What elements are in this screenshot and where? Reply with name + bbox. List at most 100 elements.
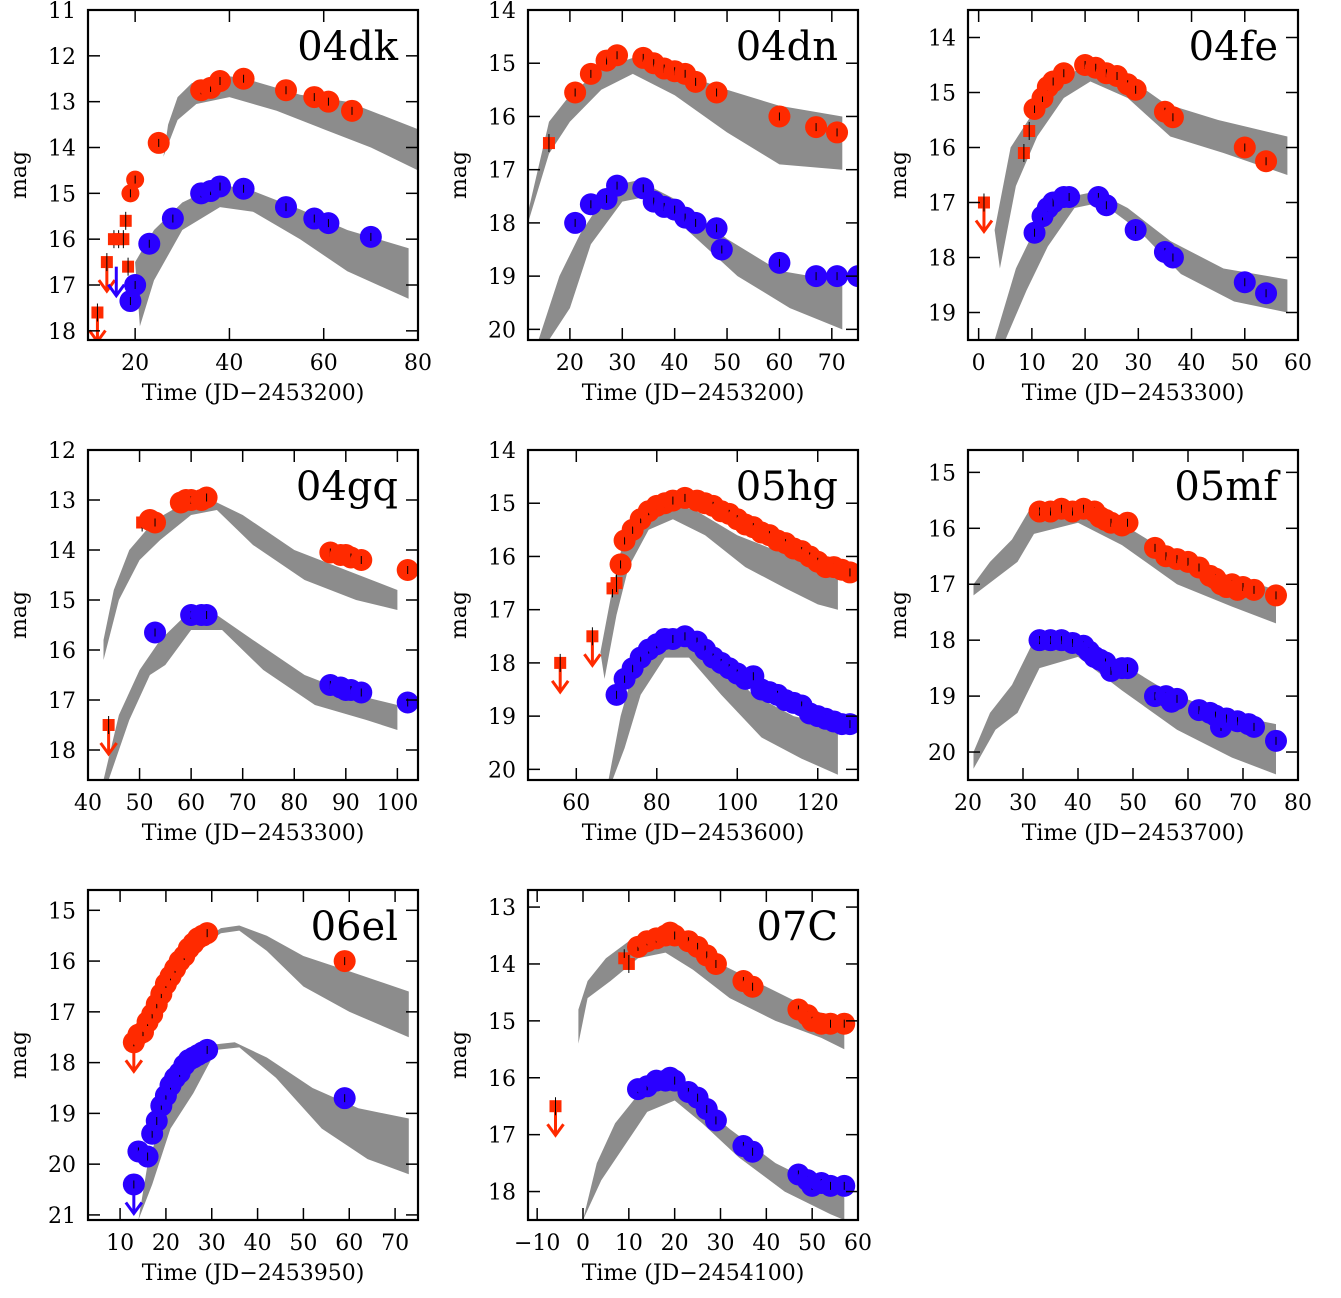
y-tick-label: 13 [488, 896, 516, 921]
b-model-band [608, 636, 838, 780]
y-tick-label: 16 [48, 639, 76, 664]
panel-title: 04fe [1189, 24, 1278, 70]
r-model-band [202, 925, 409, 1038]
y-tick-label: 19 [928, 685, 956, 710]
x-tick-label: 10 [615, 1231, 643, 1256]
y-tick-label: 18 [48, 739, 76, 764]
panel-title: 05hg [736, 464, 838, 510]
x-tick-label: 80 [280, 791, 308, 816]
y-tick-label: 15 [48, 899, 76, 924]
x-axis-label: Time (JD−2453600) [582, 821, 805, 846]
y-tick-label: 14 [488, 953, 516, 978]
x-tick-label: 20 [121, 351, 149, 376]
x-tick-label: 60 [562, 791, 590, 816]
x-tick-label: 50 [713, 351, 741, 376]
y-tick-label: 16 [488, 1067, 516, 1092]
x-tick-label: 100 [716, 791, 758, 816]
y-tick-label: 17 [928, 573, 956, 598]
x-tick-label: 10 [1018, 351, 1046, 376]
x-tick-label: 30 [1009, 791, 1037, 816]
x-tick-label: 60 [1174, 791, 1202, 816]
r-point [838, 561, 858, 584]
x-tick-label: 20 [152, 1231, 180, 1256]
y-tick-label: 18 [488, 1181, 516, 1206]
x-tick-label: 20 [661, 1231, 689, 1256]
y-tick-label: 14 [928, 27, 956, 52]
x-tick-label: 80 [404, 351, 432, 376]
y-axis-label: mag [7, 151, 32, 199]
x-tick-label: 50 [798, 1231, 826, 1256]
y-axis-label: mag [887, 151, 912, 199]
x-tick-label: −10 [514, 1231, 560, 1256]
y-tick-label: 16 [928, 137, 956, 162]
b-upper-limit-arrow [107, 266, 126, 299]
x-tick-label: 90 [332, 791, 360, 816]
x-tick-label: 40 [1064, 791, 1092, 816]
r-model-band [994, 65, 1288, 269]
panel-title: 05mf [1174, 464, 1281, 510]
y-tick-label: 15 [928, 461, 956, 486]
axes-frame [966, 8, 1300, 342]
b-model-band [138, 1042, 409, 1220]
y-axis-label: mag [7, 1031, 32, 1079]
x-tick-label: 70 [1229, 791, 1257, 816]
y-axis-label: mag [887, 591, 912, 639]
y-tick-label: 16 [488, 105, 516, 130]
x-tick-label: 60 [177, 791, 205, 816]
panel-04dk: 20 40 60 80 11 12 13 14 15 16 17 18 Time (JD−2453200… [7, 0, 432, 406]
x-tick-label: 80 [643, 791, 671, 816]
x-axis-label: Time (JD−2454100) [582, 1261, 805, 1286]
x-tick-label: 60 [765, 351, 793, 376]
y-tick-label: 13 [48, 91, 76, 116]
r-model-band [973, 503, 1276, 624]
x-tick-label: 50 [126, 791, 154, 816]
y-axis-label: mag [447, 591, 472, 639]
x-tick-label: 60 [844, 1231, 872, 1256]
x-axis-label: Time (JD−2453950) [142, 1261, 365, 1286]
y-tick-label: 18 [928, 247, 956, 272]
x-tick-label: 40 [215, 351, 243, 376]
x-tick-label: 0 [972, 351, 986, 376]
y-axis-label: mag [447, 1031, 472, 1079]
x-tick-label: 20 [556, 351, 584, 376]
x-tick-label: 20 [954, 791, 982, 816]
y-tick-label: 21 [48, 1204, 76, 1229]
panel-04fe: 0 10 20 30 40 50 60 14 15 16 17 18 19 Time (JD−245330… [887, 8, 1312, 406]
panel-title: 04gq [296, 464, 398, 510]
y-tick-label: 17 [48, 689, 76, 714]
plot-area [528, 44, 858, 340]
y-tick-label: 19 [488, 265, 516, 290]
axes-frame [86, 8, 420, 342]
plot-area [974, 54, 1288, 340]
x-tick-label: 30 [198, 1231, 226, 1256]
y-axis-label: mag [447, 151, 472, 199]
x-tick-label: 60 [335, 1231, 363, 1256]
r-model-band [528, 57, 843, 223]
x-tick-label: 40 [661, 351, 689, 376]
y-tick-label: 12 [48, 45, 76, 70]
x-tick-label: 50 [1119, 791, 1147, 816]
y-tick-label: 18 [928, 629, 956, 654]
y-tick-label: 16 [488, 545, 516, 570]
y-tick-label: 18 [48, 320, 76, 345]
panel-05hg: 60 80 100 120 14 15 16 17 18 19 20 Time (JD−2453600… [447, 439, 860, 846]
x-tick-label: 40 [74, 791, 102, 816]
plot-area [546, 921, 856, 1220]
y-tick-label: 15 [48, 589, 76, 614]
panel-04gq: 40 50 60 70 80 90 100 12 13 14 15 16 17 18 Time (JD−24… [7, 439, 420, 846]
y-tick-label: 13 [48, 489, 76, 514]
x-tick-label: 120 [797, 791, 839, 816]
y-tick-label: 20 [488, 318, 516, 343]
panel-title: 07C [756, 904, 838, 950]
x-axis-label: Time (JD−2453700) [1022, 821, 1245, 846]
x-tick-label: 60 [1284, 351, 1312, 376]
r-model-band [103, 497, 398, 660]
y-tick-label: 14 [48, 539, 76, 564]
y-tick-label: 12 [48, 439, 76, 464]
y-tick-label: 17 [48, 274, 76, 299]
b-model-band [583, 1083, 845, 1220]
plot-area [88, 67, 418, 340]
y-tick-label: 20 [48, 1153, 76, 1178]
panel-title: 04dk [297, 24, 399, 70]
